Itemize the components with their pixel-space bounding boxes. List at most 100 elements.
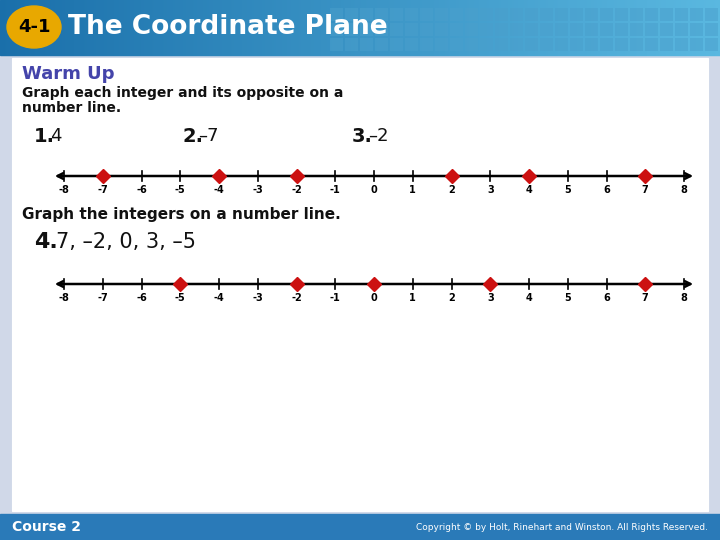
FancyBboxPatch shape [645,8,658,21]
Bar [352,0,353,55]
Bar [242,0,243,55]
FancyBboxPatch shape [660,38,673,51]
Bar [706,0,707,55]
Bar [43,0,44,55]
Bar [323,0,324,55]
Bar [27,0,28,55]
Bar [173,0,174,55]
FancyBboxPatch shape [645,38,658,51]
Bar [78,0,79,55]
Bar [360,0,361,55]
Bar [662,0,663,55]
Bar [669,0,670,55]
Bar [295,0,296,55]
Bar [525,0,526,55]
Bar [143,0,144,55]
Bar [567,0,568,55]
Bar [135,0,136,55]
FancyBboxPatch shape [555,23,568,36]
Text: 4-1: 4-1 [18,18,50,36]
Bar [569,0,570,55]
Bar [476,0,477,55]
Bar [307,0,308,55]
Bar [568,0,569,55]
Bar [699,0,700,55]
Bar [342,0,343,55]
Bar [343,0,344,55]
Bar [514,0,515,55]
Bar [660,0,661,55]
Bar [231,0,232,55]
Bar [262,0,263,55]
Bar [294,0,295,55]
Bar [92,0,93,55]
Bar [612,0,613,55]
Bar [506,0,507,55]
Bar [592,0,593,55]
Bar [394,0,395,55]
Bar [629,0,630,55]
Bar [327,0,328,55]
Bar [320,0,321,55]
Text: 1: 1 [410,185,416,195]
Bar [212,0,213,55]
FancyBboxPatch shape [690,23,703,36]
Bar [385,0,386,55]
Bar [61,0,62,55]
Bar [67,0,68,55]
FancyBboxPatch shape [345,8,358,21]
Bar [625,0,626,55]
Bar [557,0,558,55]
FancyBboxPatch shape [585,38,598,51]
Bar [65,0,66,55]
FancyBboxPatch shape [600,8,613,21]
Bar [698,0,699,55]
FancyBboxPatch shape [420,38,433,51]
Bar [691,0,692,55]
Bar [695,0,696,55]
FancyBboxPatch shape [390,8,403,21]
Bar [551,0,552,55]
Bar [195,0,196,55]
Text: 6: 6 [603,293,610,303]
Text: Warm Up: Warm Up [22,65,114,83]
FancyBboxPatch shape [390,23,403,36]
FancyBboxPatch shape [615,38,628,51]
Bar [571,0,572,55]
Bar [348,0,349,55]
Bar [331,0,332,55]
Bar [670,0,671,55]
Bar [369,0,370,55]
Bar [606,0,607,55]
Bar [382,0,383,55]
Bar [347,0,348,55]
Bar [203,0,204,55]
FancyBboxPatch shape [360,8,373,21]
Bar [283,0,284,55]
Text: 2: 2 [448,293,455,303]
Bar [15,0,16,55]
FancyBboxPatch shape [600,38,613,51]
Bar [68,0,69,55]
Bar [269,0,270,55]
Text: The Coordinate Plane: The Coordinate Plane [68,14,387,40]
Bar [162,0,163,55]
Bar [407,0,408,55]
Bar [521,0,522,55]
Bar [186,0,187,55]
FancyBboxPatch shape [630,38,643,51]
Bar [254,0,255,55]
Bar [301,0,302,55]
Bar [148,0,149,55]
Bar [314,0,315,55]
Bar [414,0,415,55]
Bar [643,0,644,55]
Text: -7: -7 [97,293,108,303]
Bar [147,0,148,55]
Bar [373,0,374,55]
Bar [430,0,431,55]
Text: -3: -3 [253,185,263,195]
Bar [671,0,672,55]
Bar [296,0,297,55]
FancyBboxPatch shape [600,23,613,36]
